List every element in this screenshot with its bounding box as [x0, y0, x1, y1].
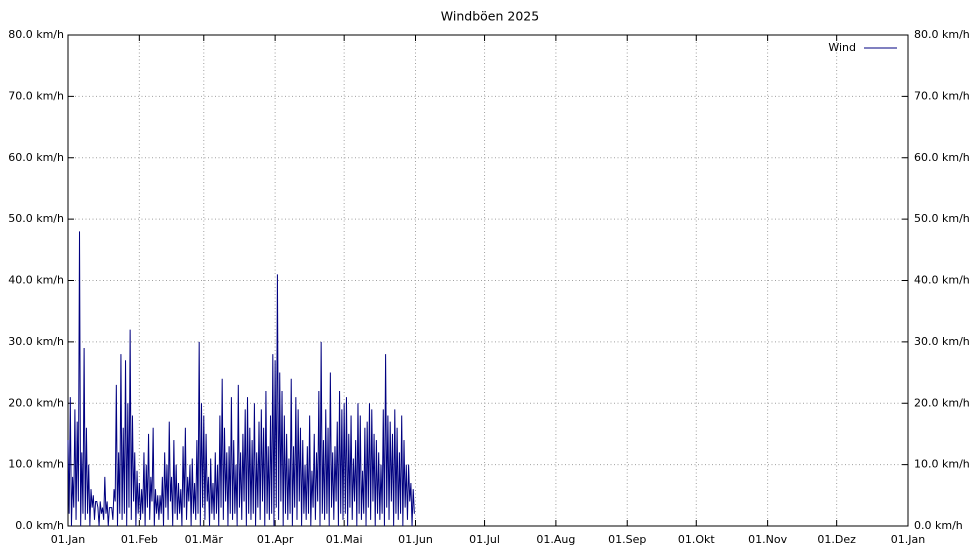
- y2-tick-label: 20.0 km/h: [914, 396, 970, 409]
- x-tick-label: 01.Dez: [817, 533, 856, 546]
- y2-tick-label: 50.0 km/h: [914, 212, 970, 225]
- y2-tick-label: 80.0 km/h: [914, 28, 970, 41]
- x-tick-label: 01.Okt: [678, 533, 716, 546]
- y2-tick-label: 40.0 km/h: [914, 274, 970, 287]
- y-tick-label: 10.0 km/h: [8, 458, 64, 471]
- x-tick-label: 01.Jan: [891, 533, 925, 546]
- x-tick-label: 01.Mai: [326, 533, 363, 546]
- y-tick-label: 20.0 km/h: [8, 396, 64, 409]
- x-tick-label: 01.Nov: [748, 533, 787, 546]
- y-tick-label: 70.0 km/h: [8, 89, 64, 102]
- y2-tick-label: 10.0 km/h: [914, 458, 970, 471]
- y2-tick-label: 30.0 km/h: [914, 335, 970, 348]
- chart-title: Windböen 2025: [441, 9, 539, 24]
- x-tick-label: 01.Jul: [469, 533, 500, 546]
- legend-label: Wind: [828, 41, 856, 54]
- y2-tick-label: 60.0 km/h: [914, 151, 970, 164]
- x-tick-label: 01.Apr: [257, 533, 294, 546]
- y2-tick-label: 70.0 km/h: [914, 89, 970, 102]
- x-tick-label: 01.Jun: [398, 533, 433, 546]
- y-tick-label: 0.0 km/h: [15, 519, 64, 532]
- x-tick-label: 01.Aug: [536, 533, 575, 546]
- x-tick-label: 01.Jan: [51, 533, 85, 546]
- y-tick-label: 80.0 km/h: [8, 28, 64, 41]
- y2-tick-label: 0.0 km/h: [914, 519, 963, 532]
- y-tick-label: 40.0 km/h: [8, 274, 64, 287]
- y-tick-label: 30.0 km/h: [8, 335, 64, 348]
- series-line: [67, 231, 415, 527]
- y-tick-label: 50.0 km/h: [8, 212, 64, 225]
- plot-border: [67, 34, 909, 527]
- y-tick-label: 60.0 km/h: [8, 151, 64, 164]
- x-tick-label: 01.Sep: [608, 533, 646, 546]
- x-tick-label: 01.Mär: [185, 533, 224, 546]
- x-tick-label: 01.Feb: [121, 533, 158, 546]
